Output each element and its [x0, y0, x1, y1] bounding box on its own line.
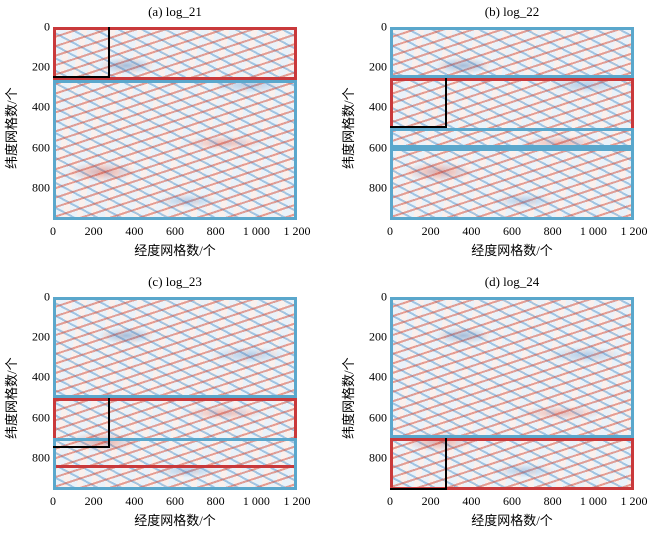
x-axis-label: 经度网格数/个	[471, 513, 553, 528]
y-tick-label: 0	[381, 19, 387, 34]
y-tick-label: 400	[32, 369, 50, 384]
x-tick-label: 800	[543, 224, 562, 238]
blue-region-box	[53, 437, 297, 490]
y-tick-label: 800	[32, 450, 50, 465]
x-tick-label: 200	[84, 224, 103, 238]
black-region-box	[53, 27, 110, 79]
blue-region-box	[390, 147, 634, 220]
x-tick-label: 1 000	[242, 224, 270, 238]
x-tick-label: 800	[206, 494, 225, 508]
x-tick-label: 400	[462, 224, 481, 238]
red-region-box	[390, 437, 634, 490]
blue-region-box	[390, 127, 634, 148]
black-region-box	[390, 78, 447, 128]
x-tick-label: 1 200	[283, 494, 311, 508]
x-tick-label: 0	[387, 224, 393, 238]
x-tick-label: 800	[206, 224, 225, 238]
y-axis-label: 纬度网格数/个	[4, 356, 19, 439]
x-tick-label: 0	[50, 494, 56, 508]
red-region-box	[53, 27, 297, 80]
x-tick-label: 200	[421, 224, 440, 238]
panel-3: (c) log_23 0 200 400 600 800 1 000 1 200 0 200 400…	[0, 272, 325, 538]
x-tick-label: 1 000	[242, 494, 270, 508]
y-axis-label: 纬度网格数/个	[341, 86, 356, 169]
y-tick-label: 600	[369, 140, 387, 155]
y-tick-label: 600	[32, 410, 50, 425]
y-tick-label: 0	[44, 19, 50, 34]
x-tick-label: 200	[84, 494, 103, 508]
x-tick-label: 400	[125, 494, 144, 508]
x-axis-label: 经度网格数/个	[134, 513, 216, 528]
panel-title: (d) log_24	[484, 274, 540, 289]
panel-title: (b) log_22	[484, 4, 540, 19]
anomaly-heatmap	[390, 27, 634, 220]
blue-region-box	[390, 297, 634, 438]
panel-4: (d) log_24 0 200 400 600 800 1 000 1 200 0 200 400…	[335, 272, 650, 538]
x-tick-label: 400	[462, 494, 481, 508]
y-tick-label: 600	[32, 140, 50, 155]
y-tick-label: 0	[44, 289, 50, 304]
y-tick-label: 400	[32, 99, 50, 114]
y-tick-label: 800	[32, 180, 50, 195]
blue-region-box	[53, 79, 297, 220]
x-tick-label: 200	[421, 494, 440, 508]
blue-region-box	[390, 27, 634, 79]
anomaly-heatmap	[53, 27, 297, 220]
x-tick-label: 1 200	[620, 494, 648, 508]
x-tick-label: 600	[166, 494, 184, 508]
blue-region-box	[53, 297, 297, 398]
panel-title: (c) log_23	[148, 274, 202, 289]
x-tick-label: 1 200	[620, 224, 648, 238]
y-tick-label: 0	[381, 289, 387, 304]
x-axis-label: 经度网格数/个	[134, 243, 216, 258]
anomaly-heatmap	[390, 297, 634, 490]
panel-2: (b) log_22 0 200 400 600 800 1 000 1 200 0 200 400…	[335, 0, 650, 266]
y-tick-label: 200	[369, 59, 387, 74]
x-tick-label: 400	[125, 224, 144, 238]
x-tick-label: 1 000	[579, 224, 607, 238]
x-tick-label: 1 200	[283, 224, 311, 238]
y-tick-label: 800	[369, 180, 387, 195]
x-tick-label: 0	[387, 494, 393, 508]
y-tick-label: 400	[369, 369, 387, 384]
y-tick-label: 600	[369, 410, 387, 425]
x-tick-label: 1 000	[579, 494, 607, 508]
anomaly-heatmap	[53, 297, 297, 490]
x-tick-label: 0	[50, 224, 56, 238]
y-tick-label: 800	[369, 450, 387, 465]
y-axis-label: 纬度网格数/个	[4, 86, 19, 169]
y-tick-label: 200	[32, 329, 50, 344]
black-region-box	[53, 397, 110, 448]
y-tick-label: 200	[32, 59, 50, 74]
red-region-box	[53, 397, 297, 468]
x-tick-label: 800	[543, 494, 562, 508]
y-tick-label: 200	[369, 329, 387, 344]
x-tick-label: 600	[503, 494, 521, 508]
x-axis-label: 经度网格数/个	[471, 243, 553, 258]
y-tick-label: 400	[369, 99, 387, 114]
panel-title: (a) log_21	[148, 4, 202, 19]
panel-1: (a) log_21 0 200 400 600 800 1 000 1 200 0 200 400…	[0, 0, 325, 266]
x-tick-label: 600	[503, 224, 521, 238]
black-region-box	[390, 437, 447, 490]
x-tick-label: 600	[166, 224, 184, 238]
y-axis-label: 纬度网格数/个	[341, 356, 356, 439]
